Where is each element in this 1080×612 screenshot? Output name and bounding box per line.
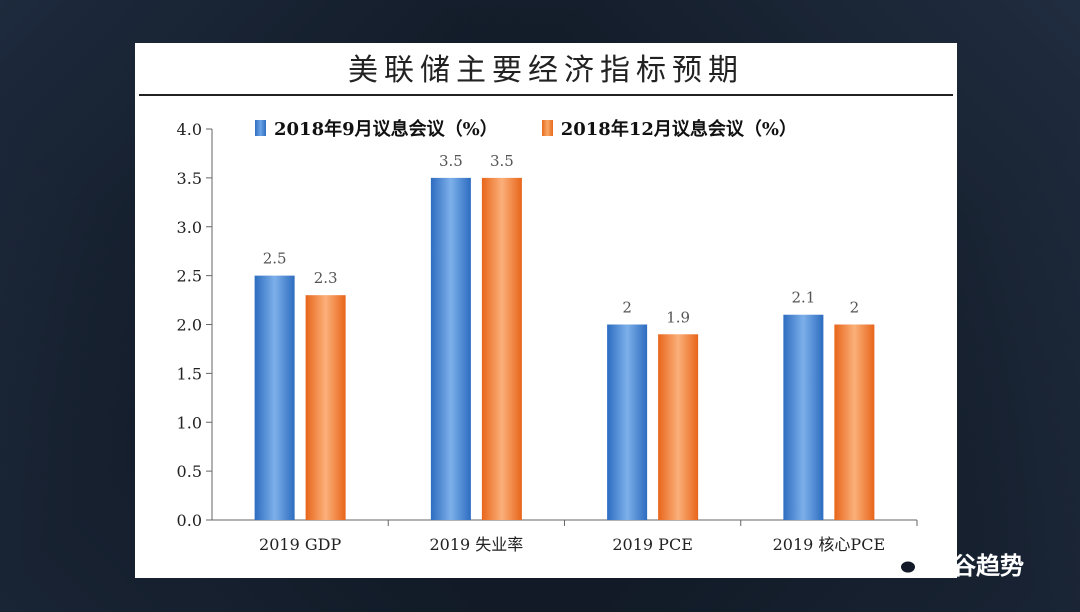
chart-panel: 美联储主要经济指标预期 2018年9月议息会议（%） 2018年12月议息会议（…	[135, 43, 957, 578]
y-tick-label: 0.0	[177, 511, 202, 530]
y-tick-label: 4.0	[177, 120, 202, 139]
bar-series-1	[783, 314, 824, 520]
watermark: 智谷趋势	[888, 546, 1024, 581]
y-tick-label: 2.0	[177, 316, 202, 335]
legend-swatch-series-2	[541, 120, 553, 136]
chart-legend: 2018年9月议息会议（%） 2018年12月议息会议（%）	[255, 115, 797, 141]
y-tick-label: 3.0	[177, 218, 202, 237]
wechat-icon	[889, 552, 917, 574]
data-label-series-2: 2.3	[314, 269, 338, 287]
legend-item-series-1: 2018年9月议息会议（%）	[255, 115, 498, 141]
y-tick-label: 0.5	[177, 462, 202, 481]
data-label-series-1: 3.5	[439, 152, 463, 170]
legend-item-series-2: 2018年12月议息会议（%）	[541, 115, 797, 141]
bar-series-1	[607, 324, 648, 520]
y-tick-label: 3.5	[177, 169, 202, 188]
y-tick-label: 1.5	[177, 364, 202, 383]
chart-title: 美联储主要经济指标预期	[348, 53, 744, 88]
bar-series-1	[254, 275, 295, 520]
data-label-series-1: 2.5	[263, 250, 287, 268]
data-label-series-1: 2	[622, 299, 632, 317]
bar-series-2	[658, 334, 699, 520]
bar-series-2	[481, 177, 522, 520]
bar-series-2	[834, 324, 875, 520]
data-label-series-2: 1.9	[666, 308, 690, 326]
bar-series-2	[305, 295, 346, 520]
legend-swatch-series-1	[255, 120, 266, 136]
x-tick-label: 2019 核心PCE	[773, 535, 886, 554]
data-label-series-2: 3.5	[490, 152, 514, 170]
y-tick-label: 1.0	[177, 413, 202, 432]
title-divider	[139, 94, 953, 96]
x-tick-label: 2019 失业率	[429, 535, 523, 554]
bar-chart: 0.0 0.5 1.0 1.5 2.0 2.5 3.0 3.5 4.0 2019 GDP 2.5 2.…	[177, 120, 918, 554]
data-label-series-2: 2	[850, 299, 860, 317]
x-tick-label: 2019 GDP	[259, 535, 341, 554]
y-tick-label: 2.5	[177, 267, 202, 286]
watermark-text: 智谷趋势	[928, 552, 1024, 580]
x-tick-label: 2019 PCE	[612, 535, 693, 554]
data-label-series-1: 2.1	[791, 289, 815, 307]
legend-label-series-2: 2018年12月议息会议（%）	[560, 119, 797, 140]
bar-series-1	[430, 177, 471, 520]
legend-label-series-1: 2018年9月议息会议（%）	[274, 119, 498, 140]
